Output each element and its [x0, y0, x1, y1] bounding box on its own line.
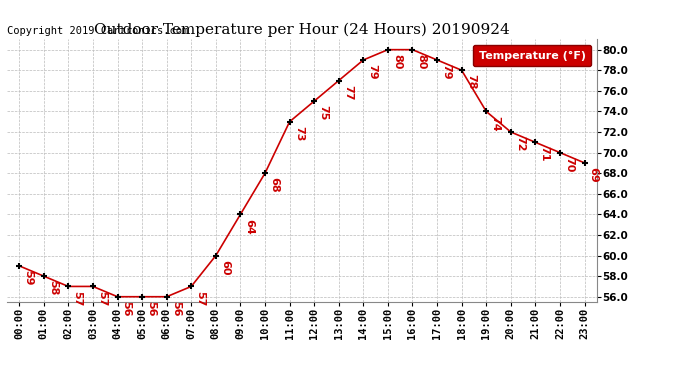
Text: 80: 80	[392, 54, 402, 69]
Text: 79: 79	[441, 64, 451, 80]
Text: 72: 72	[515, 136, 525, 152]
Text: 71: 71	[540, 147, 549, 162]
Text: Copyright 2019 Cartronics.com: Copyright 2019 Cartronics.com	[7, 26, 188, 36]
Title: Outdoor Temperature per Hour (24 Hours) 20190924: Outdoor Temperature per Hour (24 Hours) …	[94, 22, 510, 37]
Text: 57: 57	[195, 291, 206, 306]
Text: 59: 59	[23, 270, 33, 285]
Text: 57: 57	[72, 291, 83, 306]
Text: 77: 77	[343, 85, 353, 100]
Text: 75: 75	[318, 105, 328, 121]
Text: 69: 69	[589, 167, 599, 183]
Text: 73: 73	[294, 126, 304, 141]
Text: 56: 56	[146, 301, 156, 316]
Text: 68: 68	[269, 177, 279, 193]
Text: 78: 78	[466, 74, 476, 90]
Text: 70: 70	[564, 157, 574, 172]
Text: 56: 56	[171, 301, 181, 316]
Text: 56: 56	[121, 301, 132, 316]
Text: 80: 80	[417, 54, 426, 69]
Text: 74: 74	[491, 116, 500, 131]
Text: 58: 58	[48, 280, 58, 296]
Text: 60: 60	[220, 260, 230, 275]
Text: 79: 79	[368, 64, 377, 80]
Legend: Temperature (°F): Temperature (°F)	[473, 45, 591, 66]
Text: 57: 57	[97, 291, 107, 306]
Text: 64: 64	[244, 219, 255, 234]
